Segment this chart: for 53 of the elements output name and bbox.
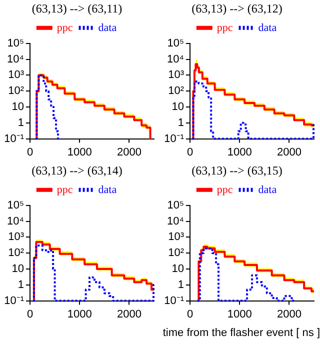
x-tick-label: 0 xyxy=(186,146,194,158)
x-tick-label: 1000 xyxy=(227,308,252,320)
x-tick-label: 2000 xyxy=(116,146,142,158)
legend-label: ppc xyxy=(216,184,233,196)
y-tick-label: 10³ xyxy=(8,69,24,82)
chart-title: (63,13) --> (63,15) xyxy=(192,163,282,178)
x-tick-label: 2000 xyxy=(116,308,142,320)
y-tick-label: 10⁴ xyxy=(7,215,24,228)
legend-label: data xyxy=(258,184,277,196)
y-tick-label: 10⁵ xyxy=(167,37,184,50)
y-tick-label: 10⁵ xyxy=(7,199,24,212)
y-tick-label: 10² xyxy=(8,247,24,260)
y-tick-label: 10² xyxy=(168,247,184,260)
y-tick-label: 10⁵ xyxy=(7,37,24,50)
legend-label: ppc xyxy=(56,22,73,34)
y-tick-label: 10³ xyxy=(8,231,24,244)
y-tick-label: 10 xyxy=(172,101,184,114)
y-tick-label: 10 xyxy=(172,263,184,276)
x-axis-title: time from the flasher event [ ns ] xyxy=(162,326,320,341)
y-tick-label: 10⁻¹ xyxy=(164,132,184,145)
y-tick-label: 10⁴ xyxy=(7,53,24,66)
chart-title: (63,13) --> (63,14) xyxy=(32,163,122,178)
x-tick-label: 0 xyxy=(186,308,194,320)
y-tick-label: 10⁻¹ xyxy=(4,132,24,145)
y-tick-label: 10² xyxy=(168,85,184,98)
y-tick-label: 1 xyxy=(18,116,24,129)
x-tick-label: 0 xyxy=(26,308,34,320)
y-tick-label: 10 xyxy=(12,263,24,276)
y-tick-label: 10⁴ xyxy=(167,53,184,66)
y-tick-label: 1 xyxy=(178,116,184,129)
chart-title: (63,13) --> (63,11) xyxy=(32,1,122,16)
y-tick-label: 10⁵ xyxy=(167,199,184,212)
y-tick-label: 10² xyxy=(8,85,24,98)
x-tick-label: 2000 xyxy=(276,308,302,320)
y-tick-label: 1 xyxy=(18,278,24,291)
legend-label: ppc xyxy=(56,184,73,196)
y-tick-label: 10³ xyxy=(168,69,184,82)
x-tick-label: 1000 xyxy=(67,308,92,320)
legend-label: data xyxy=(98,184,117,196)
y-tick-label: 10⁴ xyxy=(167,215,184,228)
legend-label: data xyxy=(98,22,117,34)
y-tick-label: 10⁻¹ xyxy=(4,294,24,307)
x-tick-label: 1000 xyxy=(227,146,252,158)
x-tick-label: 0 xyxy=(26,146,34,158)
y-tick-label: 10⁻¹ xyxy=(164,294,184,307)
y-tick-label: 10³ xyxy=(168,231,184,244)
y-tick-label: 1 xyxy=(178,278,184,291)
y-tick-label: 10 xyxy=(12,101,24,114)
legend-label: ppc xyxy=(216,22,233,34)
legend-label: data xyxy=(258,22,277,34)
chart-title: (63,13) --> (63,12) xyxy=(192,1,282,16)
x-tick-label: 1000 xyxy=(67,146,92,158)
x-tick-label: 2000 xyxy=(276,146,302,158)
